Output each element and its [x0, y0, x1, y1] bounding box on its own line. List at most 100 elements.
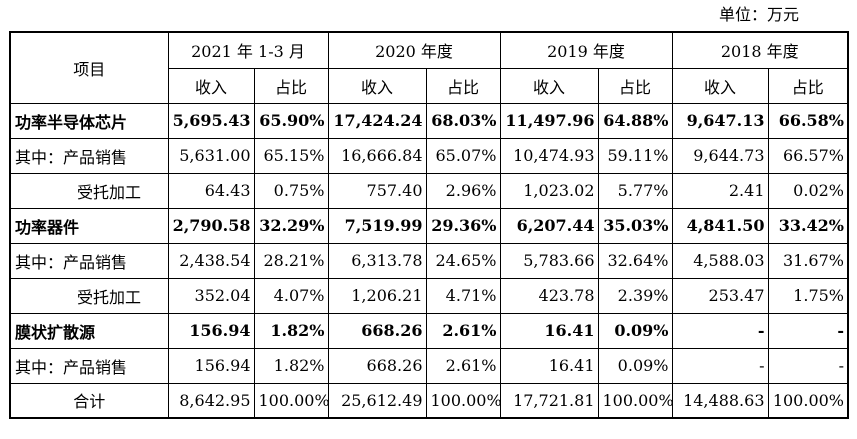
revenue-cell: 17,721.81 — [499, 382, 599, 419]
revenue-cell: 7,519.99 — [327, 207, 427, 244]
ratio-cell: 31.67% — [767, 242, 849, 279]
ratio-cell: 64.88% — [597, 102, 673, 139]
ratio-cell: 4.71% — [425, 277, 501, 314]
revenue-cell: 6,313.78 — [327, 242, 427, 279]
row-label: 膜状扩散源 — [9, 312, 169, 349]
header-revenue: 收入 — [499, 67, 599, 104]
ratio-cell: 1.82% — [253, 347, 329, 384]
revenue-cell: 4,588.03 — [671, 242, 769, 279]
header-ratio: 占比 — [597, 67, 673, 104]
row-label: 功率半导体芯片 — [9, 102, 169, 139]
revenue-cell: 1,206.21 — [327, 277, 427, 314]
revenue-cell: 9,644.73 — [671, 137, 769, 174]
ratio-cell: 2.39% — [597, 277, 673, 314]
revenue-cell: 4,841.50 — [671, 207, 769, 244]
revenue-cell: 16.41 — [499, 312, 599, 349]
revenue-cell: 9,647.13 — [671, 102, 769, 139]
revenue-cell: 14,488.63 — [671, 382, 769, 419]
revenue-cell: 668.26 — [327, 312, 427, 349]
table-row: 功率半导体芯片 5,695.43 65.90% 17,424.24 68.03% 11,4… — [9, 102, 849, 139]
revenue-cell: 253.47 — [671, 277, 769, 314]
ratio-cell: 1.82% — [253, 312, 329, 349]
header-period: 2018 年度 — [671, 31, 849, 69]
revenue-cell: 64.43 — [167, 172, 255, 209]
ratio-cell: 100.00% — [597, 382, 673, 419]
revenue-cell: 2,438.54 — [167, 242, 255, 279]
ratio-cell: 0.02% — [767, 172, 849, 209]
revenue-cell: 2.41 — [671, 172, 769, 209]
ratio-cell: 66.58% — [767, 102, 849, 139]
table-row: 其中：产品销售 2,438.54 28.21% 6,313.78 24.65% 5,783… — [9, 242, 849, 279]
ratio-cell: 0.75% — [253, 172, 329, 209]
revenue-cell: 8,642.95 — [167, 382, 255, 419]
ratio-cell: 29.36% — [425, 207, 501, 244]
header-period: 2021 年 1-3 月 — [167, 31, 329, 69]
header-revenue: 收入 — [327, 67, 427, 104]
table-row: 受托加工 352.04 4.07% 1,206.21 4.71% 423.78 2.39% 2… — [9, 277, 849, 314]
ratio-cell: 100.00% — [767, 382, 849, 419]
revenue-cell: 16.41 — [499, 347, 599, 384]
ratio-cell: 24.65% — [425, 242, 501, 279]
row-label: 其中：产品销售 — [9, 242, 169, 279]
row-label: 受托加工 — [9, 277, 169, 314]
header-row-periods: 项目 2021 年 1-3 月 2020 年度 2019 年度 2018 年度 — [9, 31, 849, 104]
table-row: 膜状扩散源 156.94 1.82% 668.26 2.61% 16.41 0.09% - - — [9, 312, 849, 349]
revenue-cell: 16,666.84 — [327, 137, 427, 174]
ratio-cell: 35.03% — [597, 207, 673, 244]
revenue-cell: 5,783.66 — [499, 242, 599, 279]
header-row-metrics: 收入 占比 收入 占比 收入 占比 收入 占比 — [10, 67, 849, 104]
revenue-cell: 17,424.24 — [327, 102, 427, 139]
revenue-cell: 757.40 — [327, 172, 427, 209]
row-label: 合计 — [9, 382, 169, 419]
revenue-cell: 423.78 — [499, 277, 599, 314]
row-label: 功率器件 — [9, 207, 169, 244]
ratio-cell: 4.07% — [253, 277, 329, 314]
header-item: 项目 — [9, 31, 169, 104]
unit-label: 单位：万元 — [718, 5, 799, 24]
revenue-cell: 25,612.49 — [327, 382, 427, 419]
ratio-cell: 1.75% — [767, 277, 849, 314]
ratio-cell: 100.00% — [253, 382, 329, 419]
header-period: 2020 年度 — [327, 31, 501, 69]
ratio-cell: 65.90% — [253, 102, 329, 139]
revenue-table: 项目 2021 年 1-3 月 2020 年度 2019 年度 2018 年度 … — [9, 31, 849, 419]
revenue-cell: 10,474.93 — [499, 137, 599, 174]
header-ratio: 占比 — [253, 67, 329, 104]
revenue-cell: 668.26 — [327, 347, 427, 384]
ratio-cell: 2.61% — [425, 312, 501, 349]
table-row: 受托加工 64.43 0.75% 757.40 2.96% 1,023.02 5.77% 2.… — [9, 172, 849, 209]
header-revenue: 收入 — [671, 67, 769, 104]
table-row: 其中：产品销售 5,631.00 65.15% 16,666.84 65.07% 10,4… — [9, 137, 849, 174]
revenue-cell: 2,790.58 — [167, 207, 255, 244]
table-row: 其中：产品销售 156.94 1.82% 668.26 2.61% 16.41 0.09% -… — [9, 347, 849, 384]
ratio-cell: 68.03% — [425, 102, 501, 139]
revenue-cell: 352.04 — [167, 277, 255, 314]
ratio-cell: 100.00% — [425, 382, 501, 419]
ratio-cell: 2.96% — [425, 172, 501, 209]
header-ratio: 占比 — [767, 67, 849, 104]
revenue-cell: - — [671, 312, 769, 349]
ratio-cell: 32.29% — [253, 207, 329, 244]
ratio-cell: 2.61% — [425, 347, 501, 384]
ratio-cell: 33.42% — [767, 207, 849, 244]
table-row: 合计 8,642.95 100.00% 25,612.49 100.00% 17,721.… — [9, 382, 849, 419]
row-label: 其中：产品销售 — [9, 137, 169, 174]
ratio-cell: - — [767, 312, 849, 349]
ratio-cell: 32.64% — [597, 242, 673, 279]
revenue-cell: 156.94 — [167, 347, 255, 384]
revenue-cell: 1,023.02 — [499, 172, 599, 209]
revenue-cell: 156.94 — [167, 312, 255, 349]
ratio-cell: 65.07% — [425, 137, 501, 174]
ratio-cell: 65.15% — [253, 137, 329, 174]
revenue-cell: - — [671, 347, 769, 384]
header-revenue: 收入 — [167, 67, 255, 104]
revenue-cell: 6,207.44 — [499, 207, 599, 244]
row-label: 其中：产品销售 — [9, 347, 169, 384]
ratio-cell: 0.09% — [597, 312, 673, 349]
revenue-cell: 5,631.00 — [167, 137, 255, 174]
ratio-cell: 28.21% — [253, 242, 329, 279]
revenue-cell: 11,497.96 — [499, 102, 599, 139]
header-ratio: 占比 — [425, 67, 501, 104]
table-row: 功率器件 2,790.58 32.29% 7,519.99 29.36% 6,207.44… — [9, 207, 849, 244]
revenue-cell: 5,695.43 — [167, 102, 255, 139]
